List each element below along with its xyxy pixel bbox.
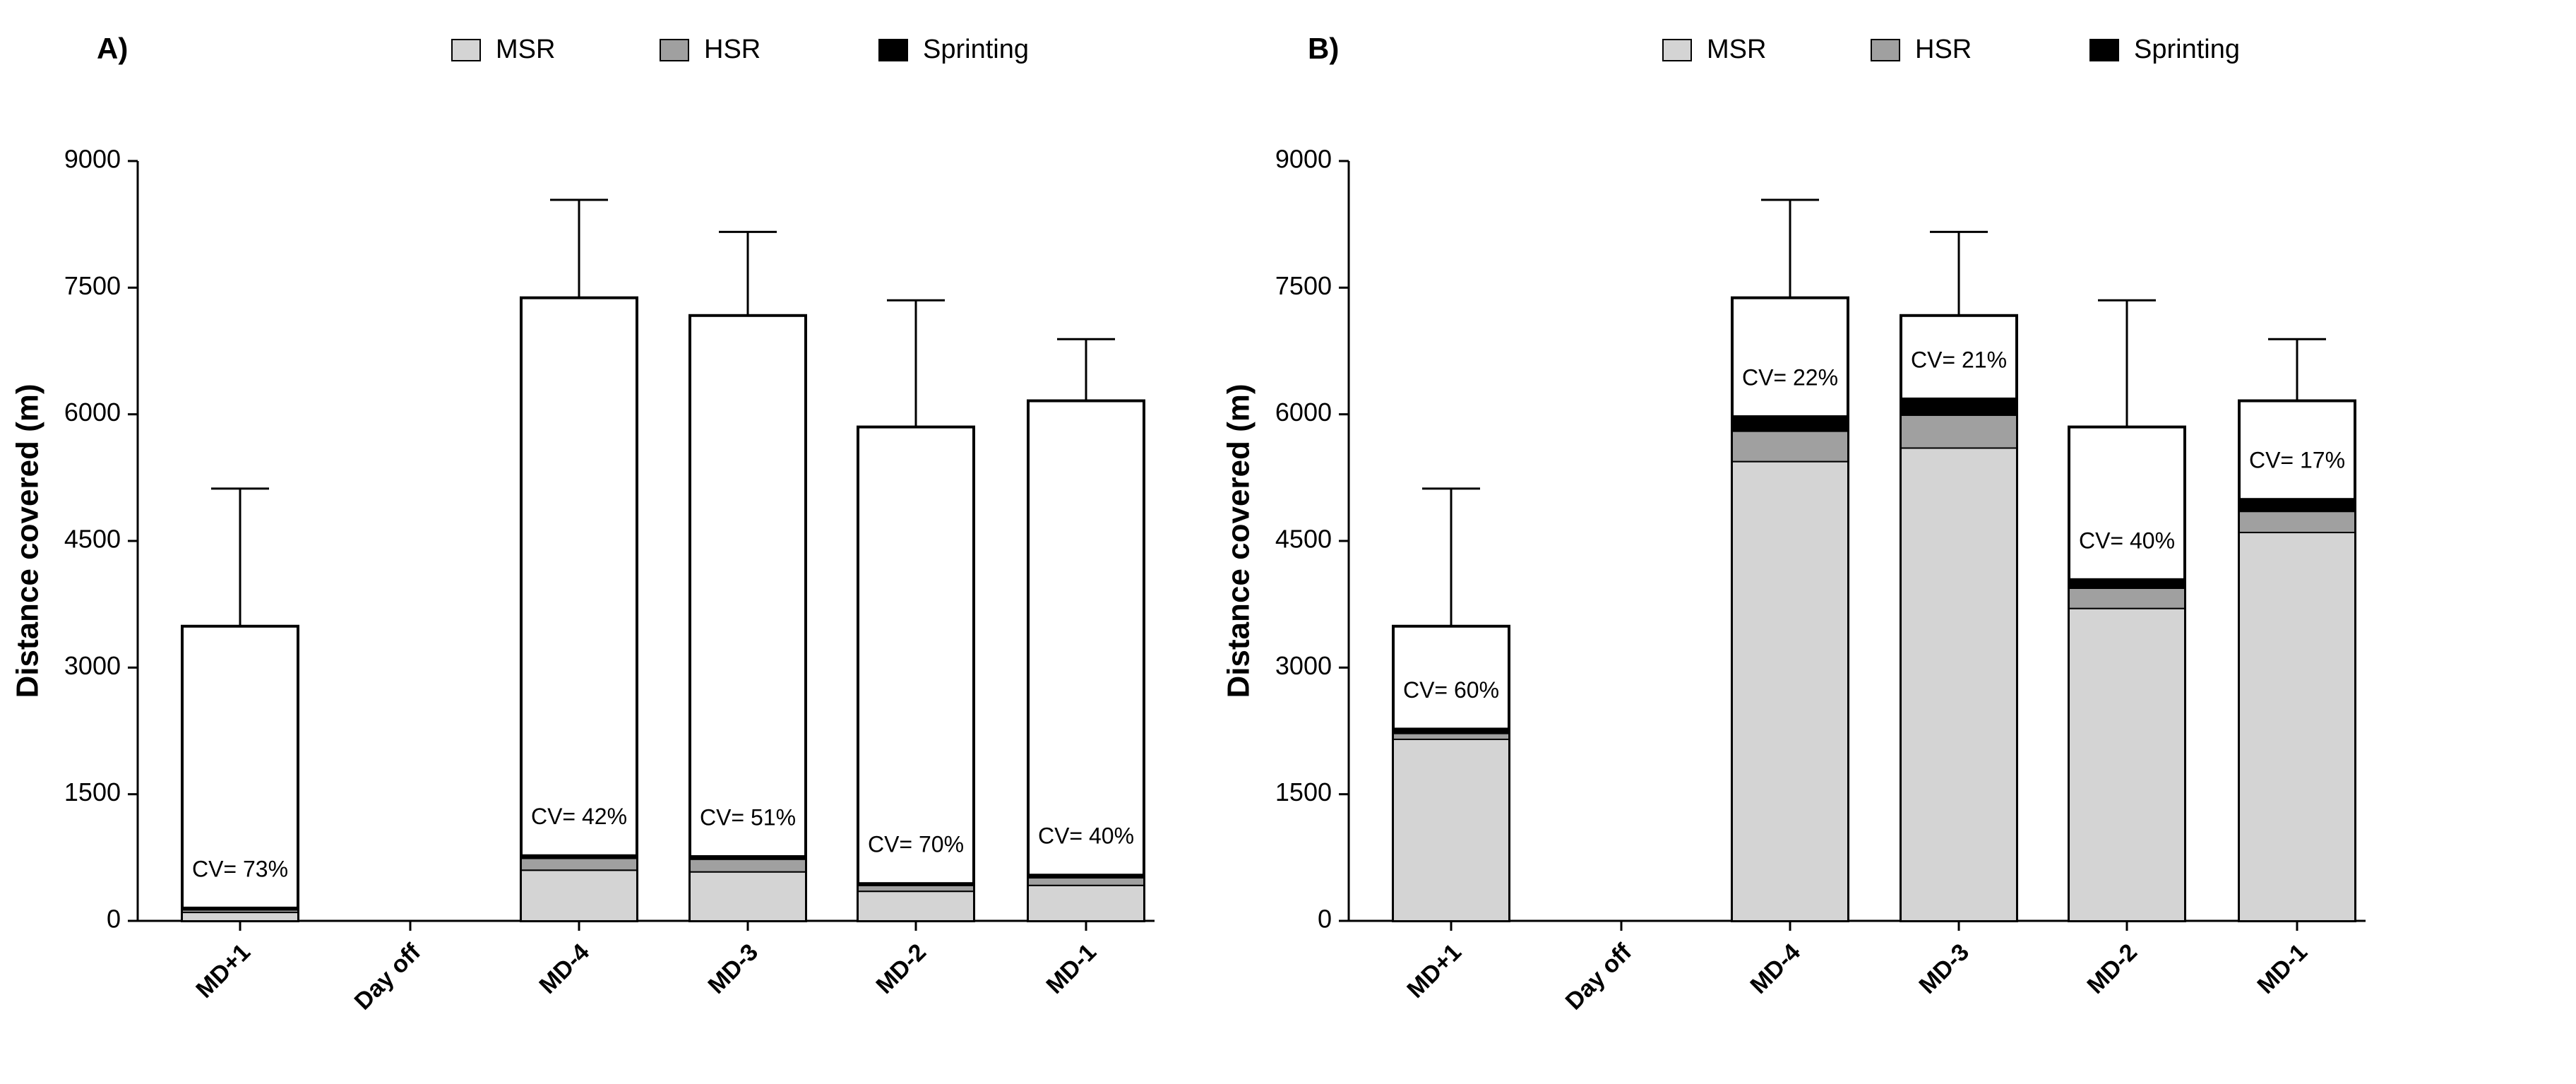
x-tick-label: MD-1	[1041, 939, 1102, 999]
bar-segment	[1393, 738, 1510, 922]
bar-segment	[2238, 532, 2356, 922]
bar-segment	[2068, 578, 2186, 589]
bar-segment	[2238, 498, 2356, 513]
bar-segment	[1731, 430, 1849, 463]
x-tick-label: MD-2	[871, 939, 931, 999]
legend-label: HSR	[704, 35, 761, 64]
y-tick-label: 4500	[1275, 525, 1332, 554]
bar-segment	[1393, 732, 1510, 740]
bar-segment	[857, 891, 974, 922]
panel-title: A)	[97, 32, 128, 65]
x-tick-label: MD-4	[1745, 939, 1806, 999]
bar-segment	[181, 912, 299, 922]
total-bar	[181, 624, 299, 922]
bar-segment	[2238, 511, 2356, 534]
bar-segment	[520, 869, 638, 922]
legend-label: Sprinting	[923, 35, 1029, 64]
x-tick-label: Day off	[1561, 939, 1638, 1015]
legend-label: Sprinting	[2134, 35, 2240, 64]
bar-segment	[1027, 874, 1145, 879]
x-tick-label: MD-3	[703, 939, 763, 999]
bar-segment	[1393, 727, 1510, 734]
bar-segment	[2068, 587, 2186, 609]
bar-segment	[1900, 414, 2017, 449]
y-tick-label: 1500	[64, 778, 121, 806]
legend-label: HSR	[1915, 35, 1972, 64]
bar-segment	[689, 858, 806, 873]
cv-label: CV= 73%	[192, 856, 288, 881]
legend-swatch	[1871, 39, 1900, 61]
bar-segment	[689, 871, 806, 922]
legend-label: MSR	[496, 35, 555, 64]
y-tick-label: 9000	[1275, 145, 1332, 174]
x-tick-label: MD+1	[1402, 939, 1467, 1003]
y-tick-label: 7500	[1275, 271, 1332, 300]
bar-segment	[689, 854, 806, 860]
y-tick-label: 9000	[64, 145, 121, 174]
y-tick-label: 0	[107, 905, 121, 934]
legend-swatch	[2089, 39, 2119, 61]
bar-segment	[1900, 447, 2017, 922]
x-tick-label: MD-1	[2252, 939, 2313, 999]
legend-swatch	[878, 39, 908, 61]
y-tick-label: 3000	[64, 651, 121, 680]
y-tick-label: 7500	[64, 271, 121, 300]
legend-label: MSR	[1707, 35, 1766, 64]
x-tick-label: MD-3	[1914, 939, 1974, 999]
y-tick-label: 0	[1318, 905, 1332, 934]
y-axis-title: Distance covered (m)	[11, 383, 45, 698]
y-tick-label: 1500	[1275, 778, 1332, 806]
panel-title: B)	[1308, 32, 1339, 65]
y-tick-label: 3000	[1275, 651, 1332, 680]
bar-segment	[1731, 460, 1849, 922]
bar-segment	[1731, 415, 1849, 432]
x-tick-label: MD+1	[191, 939, 256, 1003]
bar-segment	[1027, 884, 1145, 922]
y-axis-title: Distance covered (m)	[1222, 383, 1256, 698]
cv-label: CV= 60%	[1403, 677, 1499, 703]
y-tick-label: 6000	[64, 398, 121, 427]
bar-segment	[1027, 877, 1145, 886]
legend-swatch	[1662, 39, 1692, 61]
legend-swatch	[660, 39, 689, 61]
x-tick-label: MD-2	[2082, 939, 2142, 999]
cv-label: CV= 42%	[531, 804, 627, 829]
cv-label: CV= 51%	[700, 804, 796, 830]
legend-swatch	[451, 39, 481, 61]
bar-segment	[2068, 607, 2186, 922]
cv-label: CV= 17%	[2249, 448, 2345, 473]
x-tick-label: Day off	[350, 939, 427, 1015]
bar-segment	[1900, 397, 2017, 416]
bar-segment	[520, 857, 638, 871]
total-bar	[1027, 399, 1145, 922]
bar-segment	[181, 906, 299, 911]
cv-label: CV= 21%	[1911, 347, 2007, 372]
bar-segment	[520, 854, 638, 859]
cv-label: CV= 40%	[1038, 823, 1134, 849]
x-tick-label: MD-4	[534, 939, 595, 999]
bar-segment	[857, 884, 974, 893]
cv-label: CV= 40%	[2079, 528, 2175, 553]
cv-label: CV= 22%	[1742, 365, 1838, 391]
y-tick-label: 6000	[1275, 398, 1332, 427]
bar-segment	[857, 882, 974, 886]
total-bar	[688, 314, 807, 922]
y-tick-label: 4500	[64, 525, 121, 554]
cv-label: CV= 70%	[868, 832, 964, 857]
